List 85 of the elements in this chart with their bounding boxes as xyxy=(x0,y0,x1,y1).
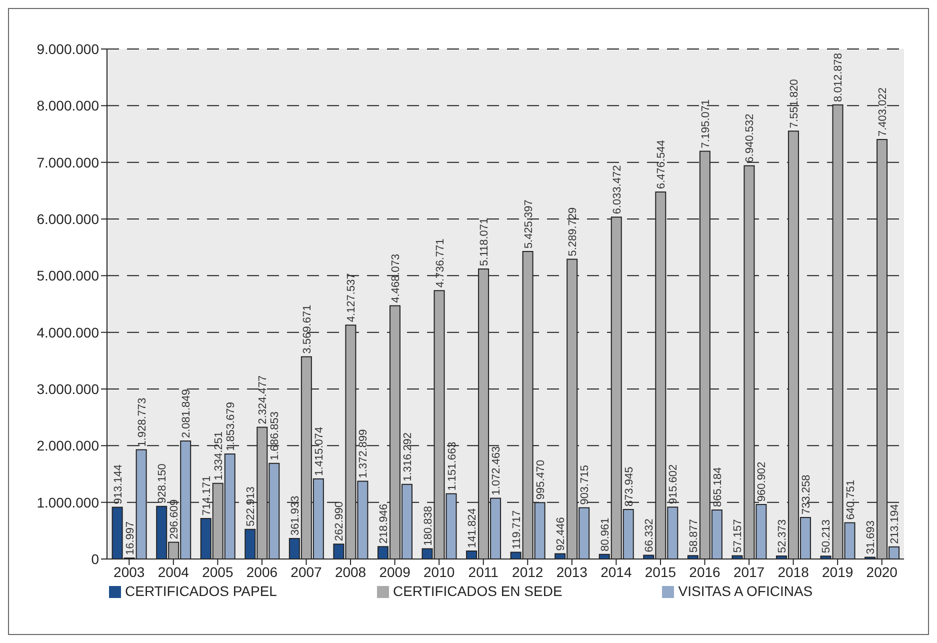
data-label: 2.081.849 xyxy=(180,389,193,438)
y-tick-label: 1.000.000 xyxy=(36,494,100,510)
data-label: 1.151.663 xyxy=(446,442,458,491)
y-tick-label: 4.000.000 xyxy=(36,324,100,340)
data-label: 1.316.292 xyxy=(402,432,414,482)
y-tick-label: 5.000.000 xyxy=(36,268,100,284)
data-label: 8.012.878 xyxy=(832,53,845,102)
y-tick-label: 3.000.000 xyxy=(36,380,100,397)
data-label: 6.033.472 xyxy=(611,165,624,214)
data-label: 1.334.251 xyxy=(212,431,225,480)
data-label: 1.072.463 xyxy=(490,446,503,496)
data-label: 1.928.773 xyxy=(136,398,148,447)
data-label: 714.171 xyxy=(200,476,213,516)
data-label: 6.476.544 xyxy=(656,140,668,189)
x-tick-label: 2018 xyxy=(778,564,810,580)
data-label: 16.997 xyxy=(124,521,136,556)
y-tick-label: 9.000.000 xyxy=(36,40,100,57)
data-label: 3.569.671 xyxy=(301,304,314,354)
data-label: 1.853.679 xyxy=(224,402,237,451)
data-label: 733.258 xyxy=(800,474,812,514)
x-tick-label: 2016 xyxy=(689,564,721,580)
data-label: 141.824 xyxy=(466,508,479,548)
x-tick-label: 2003 xyxy=(114,564,145,580)
data-label: 58.877 xyxy=(688,519,700,553)
x-tick-label: 2013 xyxy=(556,564,588,580)
data-label: 915.602 xyxy=(668,464,680,504)
x-tick-label: 2006 xyxy=(246,564,278,580)
data-label: 5.118.071 xyxy=(478,218,491,266)
data-label: 1.415.074 xyxy=(313,426,326,476)
data-label: 5.289.729 xyxy=(567,207,580,256)
data-label: 7.551.820 xyxy=(788,79,800,128)
data-label: 296.609 xyxy=(168,499,181,540)
x-tick-label: 2019 xyxy=(822,564,854,580)
x-tick-label: 2011 xyxy=(468,564,499,580)
x-tick-label: 2008 xyxy=(334,564,366,580)
x-tick-label: 2012 xyxy=(512,564,544,580)
x-tick-label: 2017 xyxy=(733,564,765,580)
x-tick-label: 2020 xyxy=(866,564,898,580)
y-tick-label: 6.000.000 xyxy=(36,210,100,227)
data-label: 50.213 xyxy=(820,520,833,554)
legend-label: CERTIFICADOS PAPEL xyxy=(125,583,277,599)
data-label: 913.144 xyxy=(112,464,124,504)
data-label: 1.372.899 xyxy=(358,429,370,478)
y-tick-label: 2.000.000 xyxy=(36,438,100,454)
data-label: 522.913 xyxy=(245,486,258,526)
x-tick-label: 2014 xyxy=(600,564,632,580)
data-label: 903.715 xyxy=(579,465,592,505)
legend-label: VISITAS A OFICINAS xyxy=(678,583,813,599)
data-label: 92.446 xyxy=(555,517,568,551)
y-tick-label: 0 xyxy=(91,550,100,567)
data-label: 119.717 xyxy=(510,510,523,550)
x-tick-label: 2009 xyxy=(379,564,411,580)
data-label: 640.751 xyxy=(844,480,857,520)
data-label: 57.157 xyxy=(732,519,744,553)
data-label: 928.150 xyxy=(156,464,169,504)
data-label: 7.195.071 xyxy=(700,99,712,148)
x-tick-label: 2007 xyxy=(290,564,322,580)
data-label: 4.736.771 xyxy=(434,238,446,288)
y-tick-label: 7.000.000 xyxy=(36,154,100,170)
data-label: 31.693 xyxy=(865,520,878,554)
data-label: 361.933 xyxy=(289,496,302,536)
data-label: 66.332 xyxy=(644,518,656,552)
data-label: 5.425.397 xyxy=(522,200,535,249)
data-label: 7.403.022 xyxy=(877,88,890,136)
data-label: 995.470 xyxy=(534,460,547,500)
x-tick-label: 2004 xyxy=(158,564,190,580)
x-tick-label: 2005 xyxy=(202,564,234,580)
data-label: 80.961 xyxy=(599,518,612,552)
x-tick-label: 2015 xyxy=(644,564,676,580)
data-label: 6.940.532 xyxy=(744,114,756,163)
data-label: 2.324.477 xyxy=(257,375,270,424)
y-tick-label: 8.000.000 xyxy=(36,98,100,114)
data-label: 180.838 xyxy=(422,506,434,546)
data-label: 262.990 xyxy=(334,501,346,542)
data-label: 218.946 xyxy=(378,504,390,544)
data-label: 52.373 xyxy=(776,519,788,554)
data-label: 213.194 xyxy=(889,504,902,544)
data-label: 873.945 xyxy=(623,466,636,506)
data-label: 4.127.537 xyxy=(346,273,358,322)
data-label: 960.902 xyxy=(756,462,768,502)
legend-label: CERTIFICADOS EN SEDE xyxy=(392,583,562,599)
x-tick-label: 2010 xyxy=(424,564,455,580)
data-label: 865.184 xyxy=(712,467,724,507)
data-label: 4.468.073 xyxy=(390,254,402,303)
data-label: 1.686.853 xyxy=(269,411,282,460)
